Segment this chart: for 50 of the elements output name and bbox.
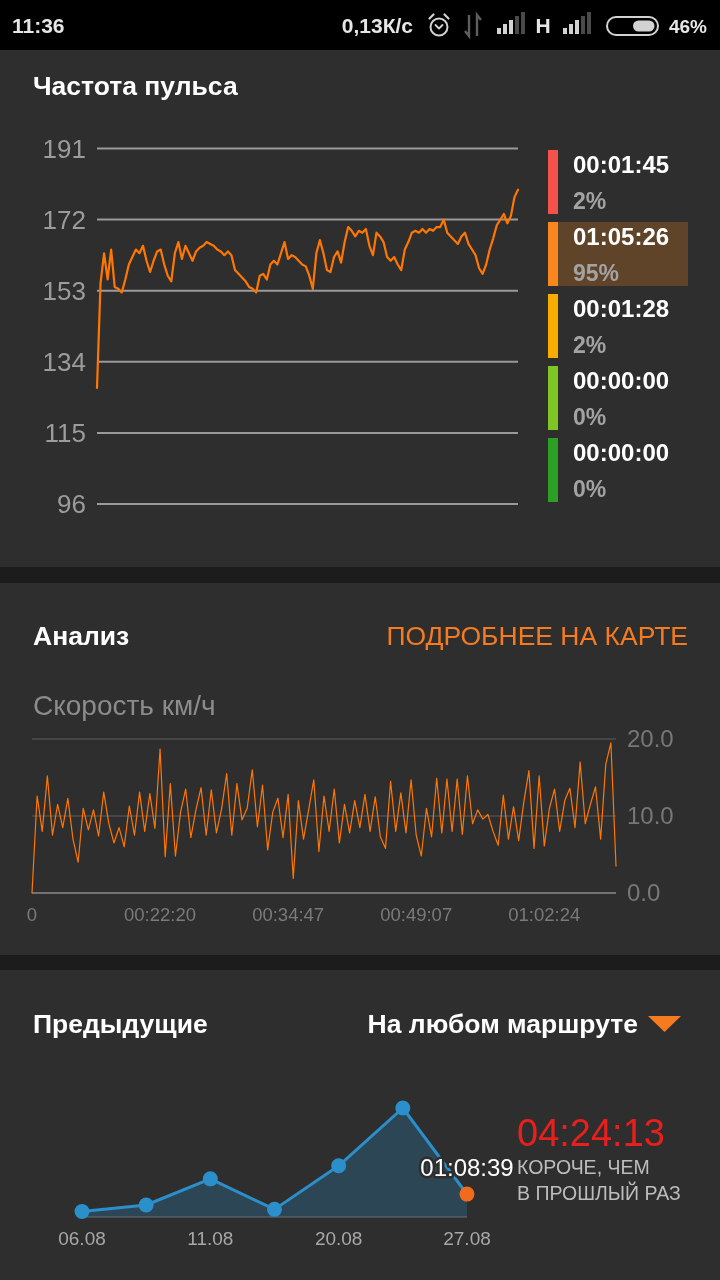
x-tick-label: 00:34:47 <box>252 904 325 925</box>
point <box>267 1201 282 1217</box>
point <box>202 1171 218 1187</box>
point <box>459 1186 475 1202</box>
text: 00:00:00 <box>573 367 670 394</box>
text: 11:36 <box>12 14 65 37</box>
chart-title: Частота пульса <box>33 71 238 101</box>
point <box>331 1158 347 1174</box>
y-tick-label: 96 <box>57 489 86 520</box>
text: 00:01:45 <box>573 151 670 178</box>
line-series <box>31 742 617 894</box>
text: КОРОЧЕ, ЧЕМ <box>517 1156 650 1178</box>
line-series <box>95 188 520 390</box>
text: 04:24:13 <box>517 1112 665 1154</box>
x-tick-label: 00:49:07 <box>380 904 453 925</box>
x-tick-label: 01:02:24 <box>508 904 581 925</box>
text: 95% <box>573 260 620 286</box>
text: 46% <box>668 16 708 37</box>
point <box>138 1197 154 1213</box>
text: ПОДРОБНЕЕ НА КАРТЕ <box>386 621 688 651</box>
x-tick-label: 11.08 <box>187 1228 234 1249</box>
y-tick-label: 0.0 <box>627 879 661 907</box>
text: H <box>535 14 551 37</box>
text: 0% <box>573 404 607 430</box>
text: В ПРОШЛЫЙ РАЗ <box>517 1181 681 1204</box>
y-tick-label: 10.0 <box>627 802 674 830</box>
text: 00:00:00 <box>573 439 670 466</box>
text: 01:05:26 <box>573 223 670 250</box>
text: 0% <box>573 476 607 502</box>
x-tick-label: 0 <box>26 904 38 925</box>
x-tick-label: 00:22:20 <box>124 904 197 925</box>
x-tick-label: 27.08 <box>443 1228 491 1249</box>
x-tick-label: 06.08 <box>58 1228 106 1249</box>
point <box>74 1204 90 1220</box>
text: 2% <box>573 332 607 358</box>
y-axis-title: Скорость км/ч <box>33 690 216 721</box>
y-tick-label: 115 <box>44 418 86 448</box>
y-tick-label: 153 <box>42 275 86 306</box>
text: 2% <box>573 188 607 214</box>
text: На любом маршруте <box>367 1009 638 1039</box>
y-tick-label: 20.0 <box>627 725 674 753</box>
chart-title: Анализ <box>33 621 130 651</box>
y-tick-label: 172 <box>42 204 86 235</box>
point <box>395 1100 411 1116</box>
text: 0,13К/с <box>341 14 414 37</box>
x-tick-label: 20.08 <box>314 1228 363 1249</box>
text: 00:01:28 <box>573 295 670 322</box>
y-tick-label: 134 <box>42 346 86 377</box>
y-tick-label: 191 <box>42 133 86 164</box>
chart-title: Предыдущие <box>33 1009 208 1039</box>
